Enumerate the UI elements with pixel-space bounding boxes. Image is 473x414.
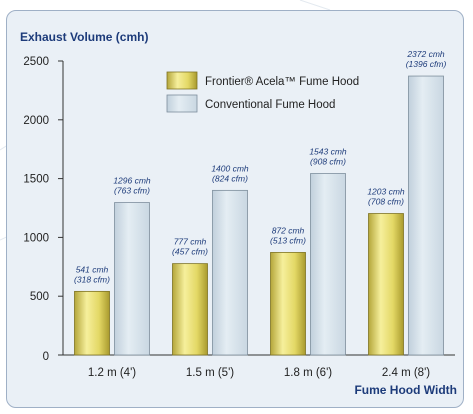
y-tick-label: 2500	[23, 56, 49, 68]
bar-conventional	[310, 173, 346, 356]
bar-conventional	[212, 189, 248, 356]
legend-swatch-conventional	[166, 94, 198, 113]
bar-data-label: 2372 cmh (1396 cfm)	[406, 49, 447, 69]
bar-data-label: 541 cmh (318 cfm)	[74, 264, 110, 284]
legend-swatch-frontier	[166, 71, 198, 90]
bar-data-label: 872 cmh (513 cfm)	[270, 225, 306, 245]
y-tick-labels: 0 500 1000 1500 2000 2500	[23, 56, 49, 363]
bar-frontier	[270, 252, 306, 356]
y-tick-label: 1500	[23, 174, 49, 186]
bar-frontier	[172, 263, 208, 356]
bar-frontier	[74, 290, 110, 356]
bar-data-label: 1296 cmh (763 cfm)	[113, 176, 151, 196]
bar-conventional	[114, 202, 150, 356]
y-tick-label: 1000	[23, 232, 49, 244]
x-tick-label: 2.4 m (8')	[382, 367, 430, 379]
x-tick-label: 1.8 m (6')	[284, 367, 332, 379]
bar-frontier	[368, 213, 404, 356]
y-tick-label: 500	[30, 291, 49, 303]
x-axis-title: Fume Hood Width	[354, 383, 457, 397]
y-tick-label: 2000	[23, 115, 49, 127]
bar-data-labels: 541 cmh (318 cfm) 1296 cmh (763 cfm) 777 cmh…	[74, 49, 446, 284]
bar-data-label: 1400 cmh (824 cfm)	[211, 163, 249, 183]
y-axis-title: Exhaust Volume (cmh)	[20, 30, 148, 44]
bar-conventional	[408, 75, 444, 356]
legend-label-frontier: Frontier® Acela™ Fume Hood	[205, 76, 359, 88]
bar-data-label: 777 cmh (457 cfm)	[172, 237, 208, 257]
bars	[74, 75, 444, 356]
x-tick-labels: 1.2 m (4') 1.5 m (5') 1.8 m (6') 2.4 m (8')	[88, 367, 430, 379]
x-tick-label: 1.2 m (4')	[88, 367, 136, 379]
legend: Frontier® Acela™ Fume Hood Conventional …	[166, 71, 359, 113]
legend-label-conventional: Conventional Fume Hood	[205, 99, 335, 111]
bar-data-label: 1543 cmh (908 cfm)	[309, 147, 347, 167]
y-tick-label: 0	[43, 351, 49, 363]
x-tick-label: 1.5 m (5')	[186, 367, 234, 379]
bar-data-label: 1203 cmh (708 cfm)	[367, 187, 405, 207]
